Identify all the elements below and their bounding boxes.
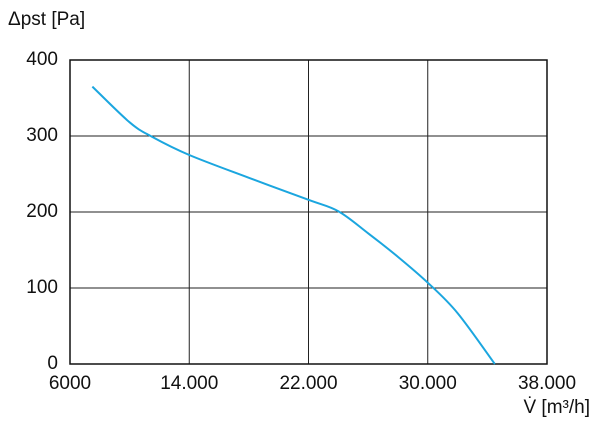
y-tick-label: 100	[26, 277, 58, 298]
x-tick-label: 38.000	[518, 373, 576, 394]
x-tick-label: 6000	[49, 373, 91, 394]
x-tick-label: 22.000	[279, 373, 337, 394]
x-tick-label: 14.000	[160, 373, 218, 394]
x-tick-label: 30.000	[399, 373, 457, 394]
y-tick-label: 300	[26, 125, 58, 146]
y-tick-label: 400	[26, 49, 58, 70]
plot-frame	[69, 59, 548, 365]
x-axis-label: V̇ [m³/h]	[523, 397, 590, 418]
y-axis-label: Δpst [Pa]	[8, 9, 85, 30]
y-tick-label: 200	[26, 201, 58, 222]
curve	[91, 85, 496, 365]
y-tick-label: 0	[47, 353, 58, 374]
